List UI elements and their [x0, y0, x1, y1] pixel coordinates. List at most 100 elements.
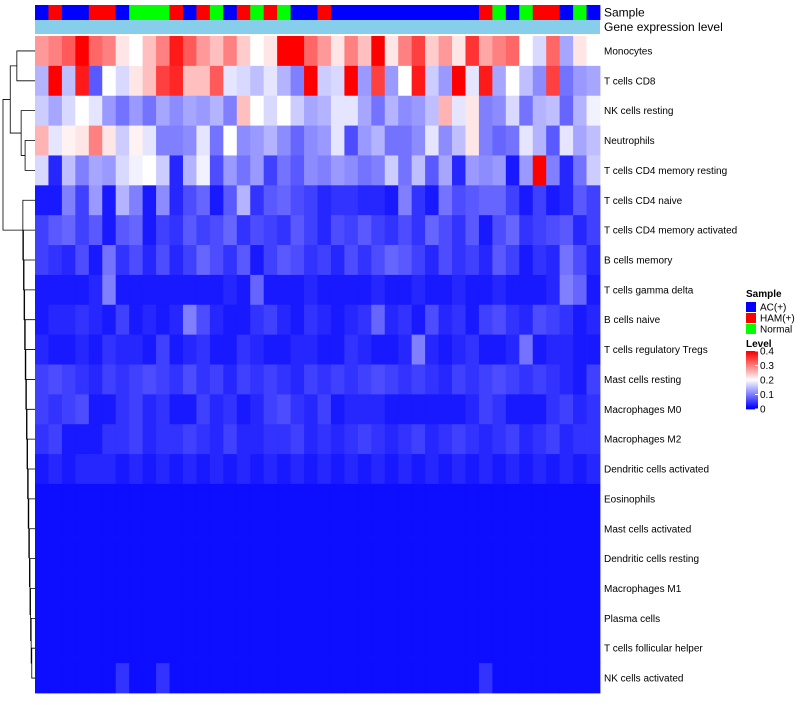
heatmap-cell	[411, 65, 426, 97]
heatmap-cell	[182, 304, 197, 336]
heatmap-cell	[156, 334, 170, 365]
heatmap-cell	[532, 454, 547, 485]
heatmap-cell	[263, 125, 278, 156]
heatmap-cell	[61, 95, 76, 126]
heatmap-cell	[384, 543, 399, 574]
heatmap-cell	[182, 483, 197, 515]
legend-colorbar-segment	[746, 385, 758, 388]
heatmap-cell	[505, 155, 520, 186]
legend-colorbar-segment	[746, 356, 758, 359]
heatmap-cell	[169, 573, 184, 604]
heatmap-cell	[75, 513, 90, 545]
sample-annotation-cell	[532, 5, 547, 20]
heatmap-cell	[88, 424, 103, 455]
heatmap-cell	[75, 185, 90, 216]
heatmap-cell	[209, 304, 224, 336]
heatmap-cell	[478, 454, 493, 485]
heatmap-cell	[88, 454, 103, 485]
heatmap-cell	[398, 95, 413, 126]
heatmap-cell	[519, 603, 534, 634]
heatmap-cell	[573, 483, 587, 515]
heatmap-cell	[330, 663, 345, 694]
heatmap-cell	[88, 95, 103, 126]
heatmap-cell	[277, 95, 291, 126]
heatmap-cell	[263, 603, 278, 634]
heatmap-cell	[236, 424, 251, 455]
heatmap-cell	[492, 155, 507, 186]
heatmap-cell	[223, 334, 238, 365]
heatmap-cell	[546, 364, 561, 395]
heatmap-cell	[236, 304, 251, 336]
heatmap-cell	[304, 454, 318, 485]
heatmap-cell	[411, 185, 426, 216]
heatmap-cell	[425, 95, 439, 126]
heatmap-cell	[169, 155, 184, 186]
heatmap-cell	[156, 633, 170, 664]
heatmap-cell	[452, 215, 466, 246]
heatmap-cell	[223, 454, 238, 485]
heatmap-cell	[156, 274, 170, 306]
sample-annotation-cell	[411, 5, 426, 20]
heatmap-cell	[573, 663, 587, 694]
heatmap-cell	[452, 573, 466, 604]
heatmap-cell	[196, 36, 211, 67]
heatmap-cell	[142, 603, 157, 634]
legend-label: Normal	[760, 325, 792, 336]
heatmap-cell	[573, 215, 587, 246]
heatmap-cell	[196, 334, 211, 365]
heatmap-cell	[290, 364, 305, 395]
heatmap-cell	[519, 543, 534, 574]
sample-annotation-cell	[478, 5, 493, 20]
heatmap-cell	[156, 424, 170, 455]
heatmap-cell	[156, 125, 170, 156]
heatmap-cell	[478, 573, 493, 604]
heatmap-cell	[209, 394, 224, 425]
heatmap-cell	[196, 215, 211, 246]
heatmap-cell	[263, 543, 278, 574]
heatmap-cell	[277, 454, 291, 485]
legend-level-title: Level	[746, 339, 772, 350]
heatmap-cell	[182, 274, 197, 306]
heatmap-cell	[75, 65, 90, 97]
sample-annotation-cell	[546, 5, 561, 20]
heatmap-cell	[586, 274, 601, 306]
heatmap-cell	[546, 65, 561, 97]
sample-annotation-cell	[102, 5, 117, 20]
heatmap-cell	[115, 215, 130, 246]
heatmap-cell	[465, 155, 480, 186]
sample-annotation-cell	[48, 5, 63, 20]
heatmap-cell	[438, 603, 453, 634]
heatmap-cell	[169, 364, 184, 395]
heatmap-cell	[357, 513, 372, 545]
heatmap-cell	[357, 483, 372, 515]
heatmap-cell	[223, 543, 238, 574]
heatmap-cell	[196, 304, 211, 336]
sample-annotation-cell	[277, 5, 291, 20]
heatmap-cell	[250, 274, 265, 306]
heatmap-cell	[452, 424, 466, 455]
heatmap-cell	[357, 185, 372, 216]
heatmap-cell	[559, 573, 574, 604]
heatmap-cell	[35, 155, 49, 186]
heatmap-cell	[519, 424, 534, 455]
heatmap-cell	[344, 424, 359, 455]
heatmap-cell	[102, 663, 117, 694]
heatmap-cell	[344, 633, 359, 664]
heatmap-cell	[425, 454, 439, 485]
heatmap-cell	[559, 633, 574, 664]
heatmap-cell	[384, 245, 399, 276]
heatmap-cell	[371, 125, 386, 156]
heatmap-cell	[290, 65, 305, 97]
legend-colorbar-segment	[746, 382, 758, 385]
heatmap-cell	[492, 334, 507, 365]
heatmap-cell	[182, 155, 197, 186]
heatmap-cell	[156, 95, 170, 126]
sample-annotation-cell	[223, 5, 238, 20]
heatmap-cell	[129, 245, 144, 276]
heatmap-cell	[425, 633, 439, 664]
heatmap-cell	[519, 36, 534, 67]
heatmap-cell	[519, 215, 534, 246]
heatmap-cell	[223, 215, 238, 246]
heatmap-cell	[223, 573, 238, 604]
heatmap-cell	[142, 633, 157, 664]
